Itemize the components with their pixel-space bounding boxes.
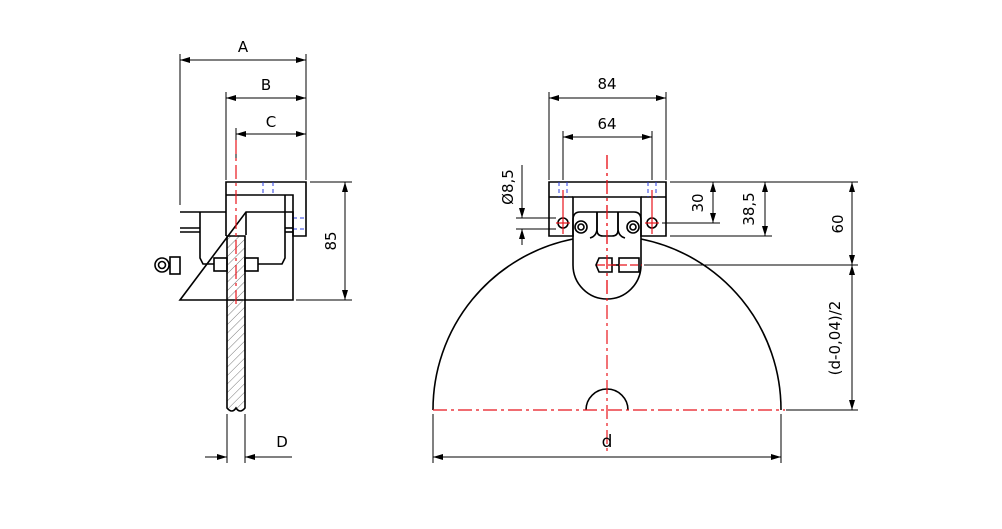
blade-arc xyxy=(432,238,782,411)
upper-bracket xyxy=(225,181,307,237)
screw-icon xyxy=(574,220,588,234)
front-view: 84 64 Ø8,5 30 38,5 60 (d-0,04)/2 d xyxy=(432,75,858,463)
dimension-a-label: A xyxy=(238,38,249,56)
dimension-c-label: C xyxy=(266,113,276,131)
dimension-84-label: 84 xyxy=(597,75,616,93)
clamp-housing xyxy=(572,211,642,300)
dimension-60-label: 60 xyxy=(829,214,847,233)
saw-blade xyxy=(226,235,246,412)
clamp-body xyxy=(178,211,294,301)
dimension-30-label: 30 xyxy=(689,193,707,212)
dimension-d-label: D xyxy=(276,433,288,451)
dimension-diameter-label: d xyxy=(602,432,613,452)
screw-icon xyxy=(626,220,640,234)
dimension-hole-diameter-label: Ø8,5 xyxy=(499,169,517,205)
dimension-85-label: 85 xyxy=(322,231,340,250)
dimension-half-diameter-label: (d-0,04)/2 xyxy=(826,301,844,376)
knob-icon xyxy=(154,256,181,275)
dimension-64-label: 64 xyxy=(597,115,616,133)
dimension-38-5-label: 38,5 xyxy=(740,192,758,225)
side-view: A B C 85 xyxy=(154,38,352,463)
dimension-b-label: B xyxy=(261,76,271,94)
